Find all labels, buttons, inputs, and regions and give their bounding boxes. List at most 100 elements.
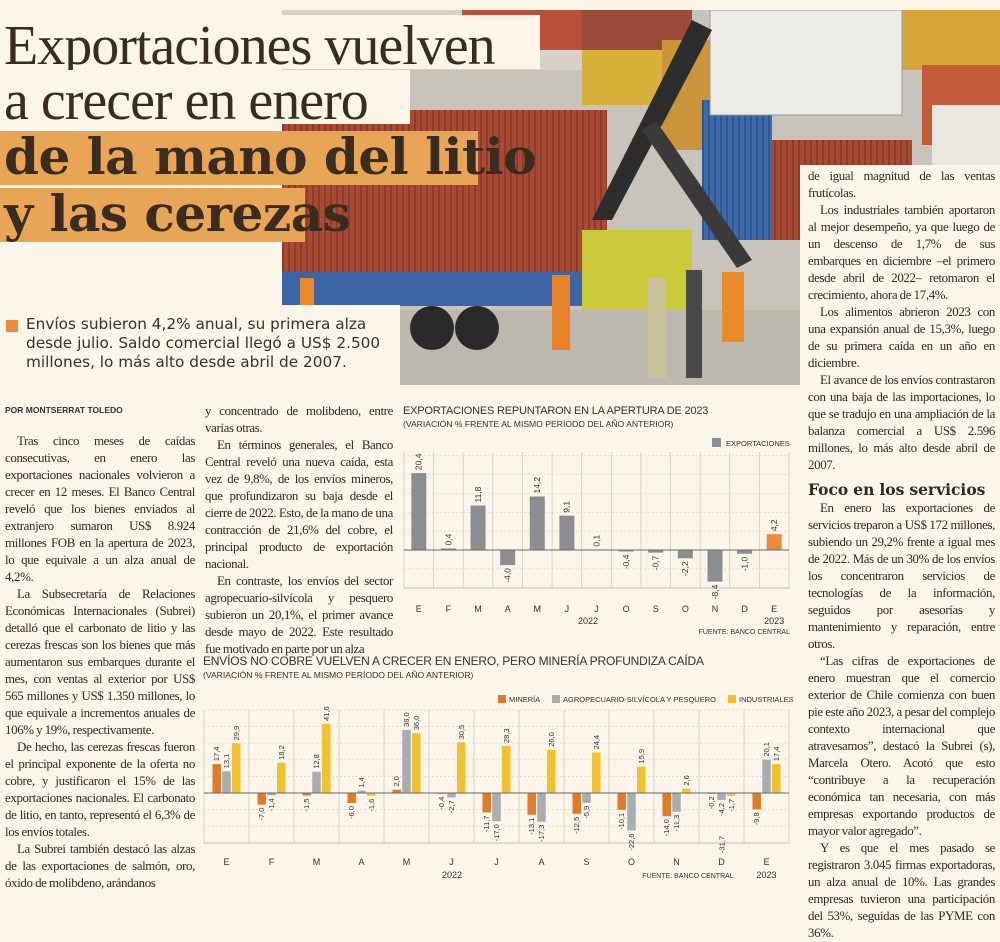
bar — [322, 723, 331, 793]
paragraph: El avance de los envíos contrastaron con… — [808, 373, 995, 472]
x-tick-label: M — [474, 604, 482, 614]
paragraph: “Las cifras de exportaciones de enero mu… — [808, 654, 995, 838]
source-label: FUENTE: BANCO CENTRAL — [699, 629, 791, 636]
x-tick-label: M — [313, 857, 321, 867]
bar — [637, 766, 646, 793]
bar-value-label: -4,2 — [717, 803, 726, 816]
bar — [672, 793, 681, 812]
article-column-2: y concentrado de molibdeno, entre varias… — [205, 403, 393, 658]
bar — [717, 793, 726, 800]
bar — [618, 550, 634, 552]
x-tick-label: E — [416, 604, 422, 614]
bar-value-label: -1,6 — [367, 799, 376, 812]
paragraph: La Subrei también destacó las alzas de l… — [5, 842, 195, 890]
bar — [447, 793, 456, 798]
bar-value-label: -1,5 — [302, 798, 311, 811]
bar — [529, 496, 545, 550]
bar — [312, 771, 321, 793]
bar-value-label: 20,1 — [762, 742, 771, 757]
bar — [440, 548, 456, 550]
byline: POR MONTSERRAT TOLEDO — [5, 405, 123, 415]
year-label-2022: 2022 — [442, 870, 462, 880]
bar — [627, 793, 636, 831]
year-label-2022: 2022 — [578, 616, 598, 626]
headline-line-4: y las cerezas — [0, 188, 351, 242]
x-tick-label: O — [682, 604, 689, 614]
exportaciones-bar-chart: 20,4 0,4 11,8 -4,0 14,2 9,1 0,1 -0,4 -0,7 -2,2 -8,… — [403, 438, 791, 636]
bar-value-label: 30,5 — [457, 725, 466, 740]
paragraph: Y es que el mes pasado se registraron 3.… — [808, 841, 995, 940]
bar-value-label: 12,8 — [312, 754, 321, 769]
bar-value-label: -4,0 — [502, 568, 512, 583]
paragraph: Tras cinco meses de caídas consecutivas,… — [5, 434, 195, 584]
bar-value-label: -2,2 — [680, 561, 690, 576]
lead-summary: Envíos subieron 4,2% anual, su primera a… — [0, 305, 398, 385]
year-label-2023: 2023 — [764, 616, 784, 626]
bar-value-label: -17,3 — [537, 825, 546, 842]
bar — [592, 752, 601, 793]
article-column-3: de igual magnitud de las ventas frutícol… — [808, 168, 995, 942]
bar-value-label: 15,9 — [637, 749, 646, 764]
paragraph: Los industriales también aportaron al me… — [808, 203, 995, 302]
x-tick-label: N — [712, 604, 719, 614]
bar-value-label: -5,9 — [582, 806, 591, 819]
bar — [662, 793, 671, 817]
bar-value-label: -13,1 — [527, 818, 536, 835]
bar-value-label: 2,0 — [392, 776, 401, 786]
bar-value-label: 9,1 — [562, 501, 572, 513]
bar-value-label: 4,2 — [769, 519, 779, 531]
bar-value-label: 38,0 — [402, 712, 411, 727]
bar-value-label: 26,0 — [547, 732, 556, 747]
bar — [367, 793, 376, 796]
paragraph: En términos generales, el Banco Central … — [205, 438, 393, 571]
bar-value-label: -0,4 — [437, 797, 446, 810]
bar — [302, 793, 311, 796]
bar-value-label: 0,4 — [443, 533, 453, 545]
x-tick-label: M — [534, 604, 542, 614]
bar — [212, 764, 221, 793]
headline-line-3: de la mano del litio — [0, 131, 537, 185]
x-tick-label: N — [673, 857, 680, 867]
bar — [457, 742, 466, 793]
x-tick-label: E — [763, 857, 769, 867]
bar-value-label: -9,8 — [752, 812, 761, 825]
x-tick-label: E — [771, 604, 777, 614]
paragraph: En contraste, los envíos del sector agro… — [205, 574, 393, 656]
bar — [772, 764, 781, 793]
bar — [537, 793, 546, 822]
bar — [402, 729, 411, 793]
bar-value-label: 14,2 — [532, 477, 542, 494]
x-tick-label: E — [223, 857, 229, 867]
x-tick-label: M — [403, 857, 411, 867]
bar-value-label: -12,5 — [572, 817, 581, 834]
bar-value-label: 18,2 — [277, 745, 286, 760]
bar-value-label: -0,2 — [707, 796, 716, 809]
bar — [707, 550, 723, 582]
bar-value-label: 28,3 — [502, 728, 511, 743]
bar — [267, 793, 276, 796]
x-tick-label: J — [449, 857, 454, 867]
bar-value-label: -17,0 — [492, 824, 501, 841]
legend-label: AGROPECUARIO-SILVÍCOLA Y PESQUERO — [563, 695, 716, 704]
bar-value-label: 13,1 — [222, 754, 231, 769]
bar — [347, 793, 356, 803]
bar-value-label: 0,1 — [591, 535, 601, 547]
x-tick-label: D — [718, 857, 725, 867]
x-tick-label: S — [653, 604, 659, 614]
bar — [582, 793, 591, 803]
chart2-title: ENVÍOS NO COBRE VUELVEN A CRECER EN ENER… — [203, 654, 704, 668]
bar — [411, 473, 427, 550]
bar — [492, 793, 501, 822]
paragraph: Los alimentos abrieron 2023 con una expa… — [808, 305, 995, 370]
bar-value-label: -0,7 — [651, 555, 661, 570]
bar-value-label: -0,4 — [621, 554, 631, 569]
headline-line-2: a crecer en enero — [0, 70, 410, 129]
bar — [277, 762, 286, 793]
source-label: FUENTE: BANCO CENTRAL — [642, 873, 734, 880]
bar — [617, 793, 626, 810]
bar-value-label: -14,0 — [662, 819, 671, 836]
bar-value-label: -2,7 — [447, 800, 456, 813]
legend-label: MINERÍA — [509, 695, 540, 704]
legend-label-exportaciones: EXPORTACIONES — [726, 439, 790, 448]
bar — [766, 534, 782, 550]
